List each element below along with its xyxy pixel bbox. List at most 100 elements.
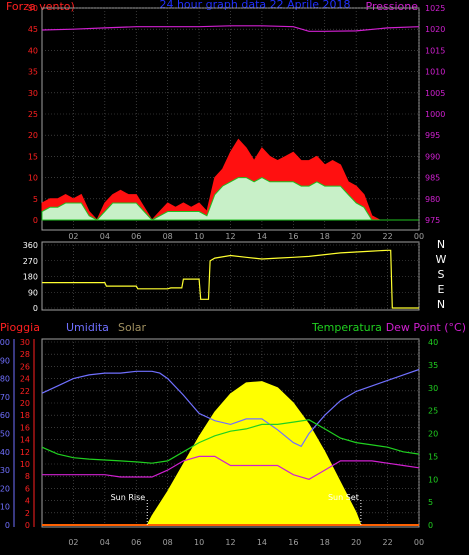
temperature-tick-label: 20 <box>428 430 438 439</box>
pressure-tick-label: 1000 <box>425 110 445 119</box>
wind-tick-label: 0 <box>33 216 38 225</box>
rain-tick-label: 12 <box>20 448 30 457</box>
dew-point-line <box>42 455 420 480</box>
humidity-tick-label: 70 <box>0 393 10 402</box>
hour-tick-label: 14 <box>257 232 267 241</box>
wind-pressure-panel: 0510152025303540455097598098599099510001… <box>28 4 446 241</box>
humidity-axis-title: Umidita <box>66 321 109 334</box>
rain-tick-label: 6 <box>25 484 30 493</box>
pressure-tick-label: 1010 <box>425 68 445 77</box>
rain-tick-label: 10 <box>20 460 30 469</box>
compass-label: N <box>437 298 445 311</box>
rain-tick-label: 8 <box>25 472 30 481</box>
rain-tick-label: 24 <box>20 375 30 384</box>
temperature-tick-label: 25 <box>428 407 438 416</box>
rain-tick-label: 16 <box>20 423 30 432</box>
pressure-tick-label: 985 <box>425 174 440 183</box>
wind-tick-label: 35 <box>28 68 38 77</box>
wind-grid <box>42 7 420 230</box>
wind-tick-label: 30 <box>28 89 38 98</box>
solar-area <box>42 381 419 526</box>
wind-tick-label: 45 <box>28 25 38 34</box>
sunset-label: Sun Set <box>328 493 359 502</box>
pressure-tick-label: 980 <box>425 195 440 204</box>
humidity-tick-label: 60 <box>0 411 10 420</box>
direction-series <box>42 249 419 309</box>
rain-axis-title: Pioggia <box>0 321 40 334</box>
hour-tick-label: 06 <box>131 538 141 547</box>
humidity-tick-label: 10 <box>0 503 10 512</box>
hour-tick-label: 00 <box>414 538 424 547</box>
hour-tick-label: 12 <box>225 232 235 241</box>
temperature-tick-label: 5 <box>428 498 433 507</box>
direction-grid <box>42 242 420 310</box>
humidity-tick-label: 50 <box>0 430 10 439</box>
pressure-line <box>41 25 420 32</box>
temperature-axis-title: Temperatura <box>311 321 382 334</box>
temperature-tick-label: 30 <box>428 384 438 393</box>
rain-tick-label: 26 <box>20 362 30 371</box>
pressure-tick-label: 1005 <box>425 89 445 98</box>
hour-tick-label: 04 <box>100 232 110 241</box>
rain-tick-label: 18 <box>20 411 30 420</box>
hour-tick-label: 16 <box>288 232 298 241</box>
rain-tick-label: 28 <box>20 350 30 359</box>
wind-series <box>41 25 420 221</box>
hour-tick-label: 10 <box>194 538 204 547</box>
direction-tick-label: 0 <box>33 304 38 313</box>
hour-tick-label: 10 <box>194 232 204 241</box>
humidity-tick-label: 0 <box>5 521 10 530</box>
temperature-tick-label: 0 <box>428 521 433 530</box>
sunrise-label: Sun Rise <box>111 493 146 502</box>
rain-tick-label: 30 <box>20 338 30 347</box>
rain-tick-label: 2 <box>25 509 30 518</box>
rain-tick-label: 20 <box>20 399 30 408</box>
chart-title: 24 hour graph data 22 Aprile 2018 <box>159 0 350 11</box>
humidity-tick-label: 80 <box>0 375 10 384</box>
hour-tick-label: 12 <box>225 538 235 547</box>
direction-tick-label: 360 <box>23 241 38 250</box>
wind-tick-label: 20 <box>28 131 38 140</box>
pressure-tick-label: 1015 <box>425 46 445 55</box>
hour-tick-label: 00 <box>414 232 424 241</box>
humidity-tick-label: 40 <box>0 448 10 457</box>
hour-tick-label: 08 <box>163 538 173 547</box>
compass-label: E <box>438 283 445 296</box>
hour-tick-label: 04 <box>100 538 110 547</box>
pressure-tick-label: 995 <box>425 131 440 140</box>
wind-tick-label: 5 <box>33 195 38 204</box>
hour-tick-label: 06 <box>131 232 141 241</box>
direction-tick-label: 90 <box>28 288 38 297</box>
temperature-tick-label: 15 <box>428 452 438 461</box>
humidity-line <box>41 368 420 448</box>
rain-tick-label: 4 <box>25 497 30 506</box>
hour-tick-label: 16 <box>288 538 298 547</box>
compass-label: S <box>438 268 445 281</box>
humidity-tick-label: 30 <box>0 466 10 475</box>
compass-label: N <box>437 238 445 251</box>
hour-tick-label: 18 <box>320 232 330 241</box>
hour-tick-label: 22 <box>382 538 392 547</box>
dew-axis-title: Dew Point (°C) <box>386 321 466 334</box>
speed-area <box>41 177 419 221</box>
temperature-line <box>41 419 420 464</box>
pressure-tick-label: 1025 <box>425 4 445 13</box>
pressure-tick-label: 1020 <box>425 25 445 34</box>
rain-tick-label: 22 <box>20 387 30 396</box>
hour-tick-label: 18 <box>320 538 330 547</box>
direction-tick-label: 270 <box>23 257 38 266</box>
rain-tick-label: 0 <box>25 521 30 530</box>
temperature-tick-label: 35 <box>428 361 438 370</box>
hour-tick-label: 14 <box>257 538 267 547</box>
hour-tick-label: 20 <box>351 232 361 241</box>
direction-tick-label: 180 <box>23 273 38 282</box>
humidity-tick-label: 90 <box>0 356 10 365</box>
wind-tick-label: 15 <box>28 152 38 161</box>
compass-label: W <box>436 253 447 266</box>
rain-tick-label: 14 <box>20 436 30 445</box>
hour-tick-label: 20 <box>351 538 361 547</box>
humidity-tick-label: 20 <box>0 484 10 493</box>
solar-axis-title: Solar <box>118 321 147 334</box>
